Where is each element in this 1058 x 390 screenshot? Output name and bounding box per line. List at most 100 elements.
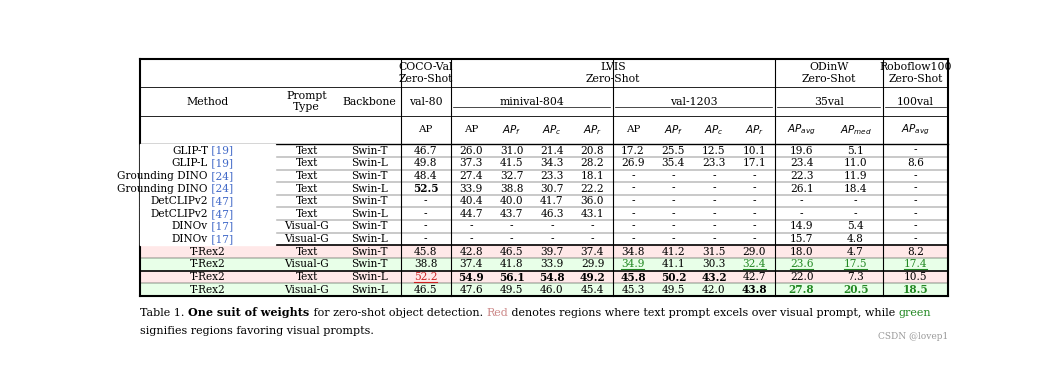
Text: Backbone: Backbone xyxy=(343,96,397,106)
Text: 23.3: 23.3 xyxy=(541,171,564,181)
Text: 46.3: 46.3 xyxy=(541,209,564,219)
Text: Visual-G: Visual-G xyxy=(285,285,329,295)
Text: -: - xyxy=(752,209,756,219)
Text: Red: Red xyxy=(487,308,508,317)
Text: Prompt
Type: Prompt Type xyxy=(287,91,327,112)
Text: Visual-G: Visual-G xyxy=(285,222,329,231)
Text: Table 1.: Table 1. xyxy=(141,308,188,317)
Text: 49.8: 49.8 xyxy=(414,158,437,168)
Text: 34.8: 34.8 xyxy=(621,247,644,257)
Text: 45.4: 45.4 xyxy=(581,285,604,295)
Text: -: - xyxy=(424,209,427,219)
Text: Text: Text xyxy=(295,158,317,168)
Text: Roboflow100
Zero-Shot: Roboflow100 Zero-Shot xyxy=(879,62,951,84)
Text: AP: AP xyxy=(419,126,433,135)
Text: Swin-T: Swin-T xyxy=(351,222,387,231)
Text: 42.0: 42.0 xyxy=(703,285,726,295)
Text: $AP_{med}$: $AP_{med}$ xyxy=(840,123,872,137)
Text: -: - xyxy=(672,184,675,193)
Text: 35.4: 35.4 xyxy=(661,158,686,168)
Text: -: - xyxy=(800,196,803,206)
Text: 47.6: 47.6 xyxy=(459,285,482,295)
Text: [17]: [17] xyxy=(208,222,233,231)
Bar xyxy=(141,284,948,296)
Text: 5.1: 5.1 xyxy=(847,145,864,156)
Text: -: - xyxy=(913,209,917,219)
Text: 33.9: 33.9 xyxy=(541,259,564,269)
Text: $AP_{avg}$: $AP_{avg}$ xyxy=(787,123,816,137)
Text: 23.6: 23.6 xyxy=(790,259,814,269)
Text: 27.4: 27.4 xyxy=(459,171,482,181)
Text: 21.4: 21.4 xyxy=(541,145,564,156)
Text: 26.0: 26.0 xyxy=(459,145,482,156)
Text: 11.0: 11.0 xyxy=(844,158,868,168)
Text: -: - xyxy=(424,196,427,206)
Text: -: - xyxy=(752,171,756,181)
Text: [17]: [17] xyxy=(208,234,233,244)
Text: 38.8: 38.8 xyxy=(499,184,524,193)
Text: 8.6: 8.6 xyxy=(907,158,924,168)
Text: Text: Text xyxy=(295,272,317,282)
Text: 34.9: 34.9 xyxy=(621,259,644,269)
Text: AP: AP xyxy=(625,126,640,135)
Bar xyxy=(141,144,275,157)
Text: COCO-Val
Zero-Shot: COCO-Val Zero-Shot xyxy=(399,62,453,84)
Text: -: - xyxy=(913,184,917,193)
Text: val-80: val-80 xyxy=(408,96,442,106)
Text: -: - xyxy=(590,222,595,231)
Text: 5.4: 5.4 xyxy=(847,222,864,231)
Text: 4.7: 4.7 xyxy=(847,247,864,257)
Text: 49.5: 49.5 xyxy=(661,285,686,295)
Text: signifies regions favoring visual prompts.: signifies regions favoring visual prompt… xyxy=(141,326,375,337)
Text: 37.3: 37.3 xyxy=(459,158,482,168)
Text: -: - xyxy=(913,222,917,231)
Text: 43.7: 43.7 xyxy=(499,209,524,219)
Text: 34.3: 34.3 xyxy=(541,158,564,168)
Text: Grounding DINO: Grounding DINO xyxy=(117,171,208,181)
Text: -: - xyxy=(672,171,675,181)
Text: -: - xyxy=(672,196,675,206)
Text: Grounding DINO: Grounding DINO xyxy=(117,184,208,193)
Text: $AP_c$: $AP_c$ xyxy=(704,123,724,137)
Text: 31.0: 31.0 xyxy=(499,145,524,156)
Text: -: - xyxy=(712,209,715,219)
Text: Text: Text xyxy=(295,247,317,257)
Text: 45.8: 45.8 xyxy=(414,247,437,257)
Text: Swin-L: Swin-L xyxy=(351,272,387,282)
Text: 18.1: 18.1 xyxy=(581,171,604,181)
Text: -: - xyxy=(632,222,635,231)
Text: 30.3: 30.3 xyxy=(703,259,726,269)
Text: T-Rex2: T-Rex2 xyxy=(190,285,225,295)
Text: 46.7: 46.7 xyxy=(414,145,438,156)
Text: 23.4: 23.4 xyxy=(790,158,814,168)
Text: [47]: [47] xyxy=(208,209,233,219)
Text: 49.5: 49.5 xyxy=(499,285,524,295)
Text: green: green xyxy=(898,308,931,317)
Bar xyxy=(141,233,275,245)
Text: -: - xyxy=(854,196,857,206)
Text: DetCLIPv2: DetCLIPv2 xyxy=(150,209,208,219)
Text: 26.1: 26.1 xyxy=(789,184,814,193)
Text: 54.9: 54.9 xyxy=(458,271,484,283)
Text: Text: Text xyxy=(295,145,317,156)
Text: $AP_r$: $AP_r$ xyxy=(583,123,602,137)
Text: -: - xyxy=(913,171,917,181)
Text: -: - xyxy=(800,209,803,219)
Text: LVIS
Zero-Shot: LVIS Zero-Shot xyxy=(585,62,640,84)
Text: 14.9: 14.9 xyxy=(790,222,814,231)
Text: 48.4: 48.4 xyxy=(414,171,438,181)
Bar xyxy=(141,157,275,170)
Text: -: - xyxy=(712,171,715,181)
Text: 11.9: 11.9 xyxy=(844,171,868,181)
Text: -: - xyxy=(672,222,675,231)
Text: 29.9: 29.9 xyxy=(581,259,604,269)
Text: -: - xyxy=(424,222,427,231)
Text: Text: Text xyxy=(295,171,317,181)
Text: 40.0: 40.0 xyxy=(499,196,524,206)
Text: 7.3: 7.3 xyxy=(847,272,864,282)
Text: Swin-T: Swin-T xyxy=(351,145,387,156)
Text: -: - xyxy=(752,196,756,206)
Text: $AP_{avg}$: $AP_{avg}$ xyxy=(900,123,930,137)
Text: 31.5: 31.5 xyxy=(703,247,726,257)
Text: 41.1: 41.1 xyxy=(661,259,686,269)
